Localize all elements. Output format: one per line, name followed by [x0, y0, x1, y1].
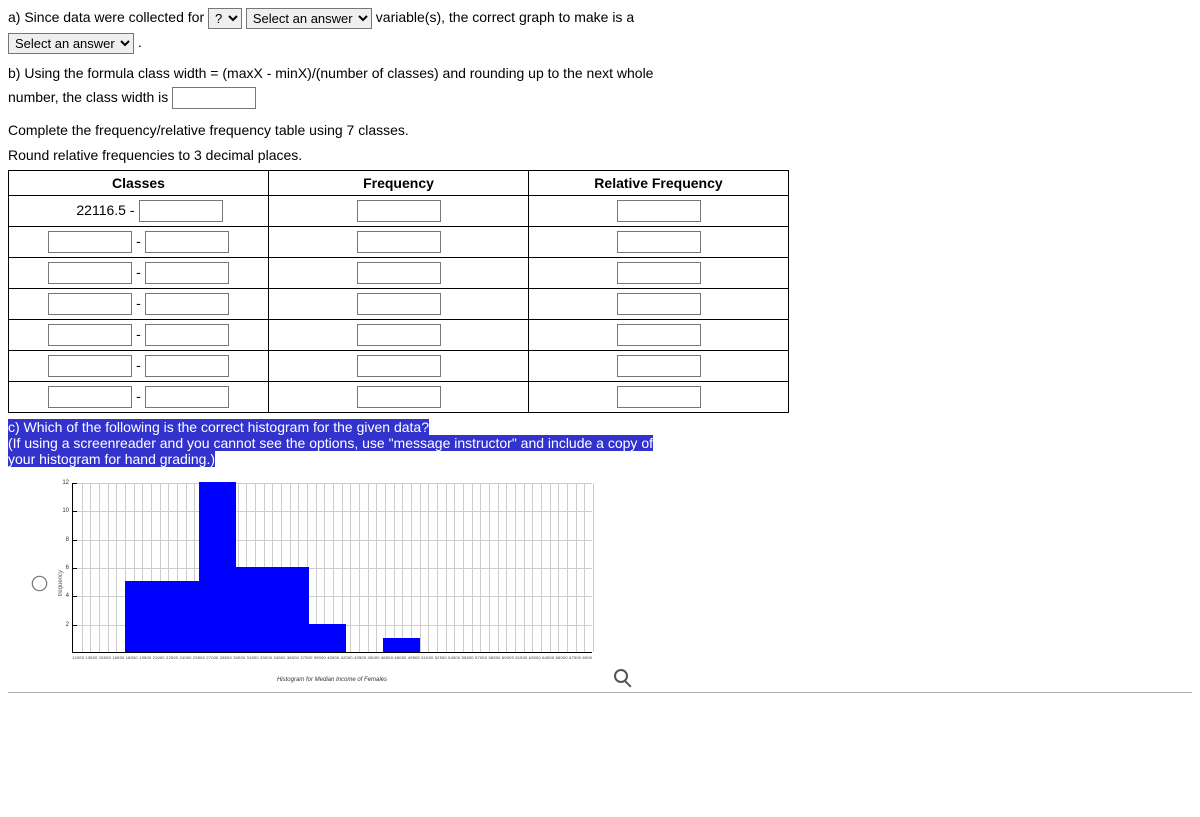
th-frequency: Frequency [269, 171, 529, 196]
relative-frequency-input[interactable] [617, 200, 701, 222]
class-start-label: 22116.5 - [55, 202, 139, 218]
histogram-option: frequency 24681012 12000 13500 15000 165… [18, 483, 1192, 683]
part-a-line2: Select an answer . [8, 31, 1192, 54]
table-row: - [9, 382, 789, 413]
table-row: 22116.5 - [9, 196, 789, 227]
class-end-input[interactable] [145, 231, 229, 253]
instr-2: Round relative frequencies to 3 decimal … [8, 144, 1192, 166]
dash: - [132, 233, 145, 249]
class-start-input[interactable] [48, 386, 132, 408]
table-row: - [9, 320, 789, 351]
class-start-input[interactable] [48, 293, 132, 315]
y-tick: 6 [66, 565, 73, 571]
class-end-input[interactable] [145, 386, 229, 408]
frequency-table: Classes Frequency Relative Frequency 221… [8, 170, 789, 413]
select-graph-type[interactable]: Select an answer [8, 33, 134, 54]
y-tick: 10 [62, 508, 73, 514]
part-c-line2: (If using a screenreader and you cannot … [8, 435, 653, 451]
frequency-input[interactable] [357, 386, 441, 408]
frequency-input[interactable] [357, 324, 441, 346]
class-end-input[interactable] [145, 355, 229, 377]
part-a-period: . [138, 34, 142, 50]
dash: - [132, 388, 145, 404]
class-end-input[interactable] [139, 200, 223, 222]
class-end-input[interactable] [145, 293, 229, 315]
y-tick: 8 [66, 537, 73, 543]
part-a: a) Since data were collected for ? Selec… [8, 6, 1192, 29]
class-start-input[interactable] [48, 324, 132, 346]
part-a-prefix: a) Since data were collected for [8, 9, 204, 25]
part-c-line1: c) Which of the following is the correct… [8, 419, 429, 435]
table-row: - [9, 258, 789, 289]
relative-frequency-input[interactable] [617, 293, 701, 315]
part-c-line3: your histogram for hand grading.) [8, 451, 215, 467]
class-end-input[interactable] [145, 262, 229, 284]
histogram-bar [162, 581, 199, 652]
y-tick: 2 [66, 622, 73, 628]
dash: - [132, 357, 145, 373]
frequency-input[interactable] [357, 200, 441, 222]
histogram-plot: 24681012 [72, 483, 592, 653]
relative-frequency-input[interactable] [617, 386, 701, 408]
histogram-bar [273, 567, 310, 652]
dash: - [132, 326, 145, 342]
select-num-vars[interactable]: ? [208, 8, 242, 29]
class-start-input[interactable] [48, 355, 132, 377]
table-row: - [9, 289, 789, 320]
histogram-bar [125, 581, 162, 652]
frequency-input[interactable] [357, 231, 441, 253]
part-b-label: number, the class width is [8, 89, 168, 105]
select-var-type[interactable]: Select an answer [246, 8, 372, 29]
class-width-input[interactable] [172, 87, 256, 109]
th-relative: Relative Frequency [529, 171, 789, 196]
class-start-input[interactable] [48, 262, 132, 284]
table-row: - [9, 227, 789, 258]
relative-frequency-input[interactable] [617, 355, 701, 377]
magnify-icon[interactable] [614, 669, 628, 683]
x-axis-labels: 12000 13500 15000 16500 18000 19500 2100… [72, 653, 592, 663]
class-end-input[interactable] [145, 324, 229, 346]
frequency-input[interactable] [357, 355, 441, 377]
table-row: - [9, 351, 789, 382]
dash: - [132, 295, 145, 311]
chart-caption: Histogram for Median Income of Females [72, 677, 592, 683]
part-c: c) Which of the following is the correct… [8, 419, 1192, 467]
histogram-bar [383, 638, 420, 652]
relative-frequency-input[interactable] [617, 231, 701, 253]
dash: - [132, 264, 145, 280]
histogram-bar [199, 482, 236, 652]
instr-1: Complete the frequency/relative frequenc… [8, 119, 1192, 141]
y-tick: 4 [66, 593, 73, 599]
part-a-mid: variable(s), the correct graph to make i… [376, 9, 634, 25]
y-tick: 12 [62, 480, 73, 486]
frequency-input[interactable] [357, 262, 441, 284]
relative-frequency-input[interactable] [617, 324, 701, 346]
y-axis-label: frequency [58, 570, 64, 596]
th-classes: Classes [9, 171, 269, 196]
class-start-input[interactable] [48, 231, 132, 253]
relative-frequency-input[interactable] [617, 262, 701, 284]
histogram-bar [236, 567, 273, 652]
frequency-input[interactable] [357, 293, 441, 315]
histogram-radio[interactable] [31, 575, 47, 591]
part-b-line1: b) Using the formula class width = (maxX… [8, 62, 1192, 84]
divider [8, 692, 1192, 693]
part-b-line2: number, the class width is [8, 86, 1192, 109]
histogram-bar [309, 624, 346, 652]
